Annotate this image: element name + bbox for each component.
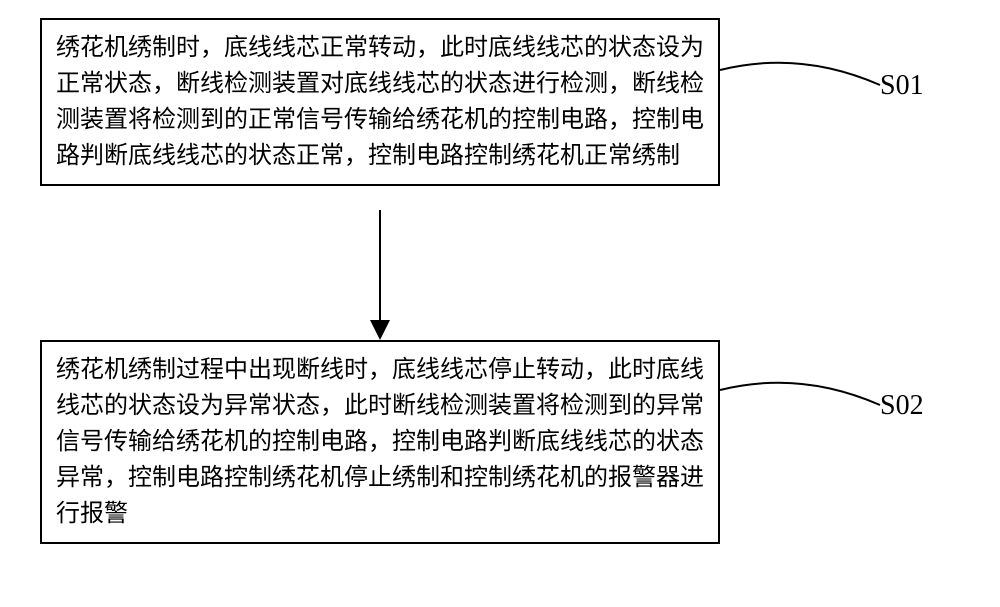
flow-arrow-head — [370, 320, 390, 340]
flow-box-s01-text: 绣花机绣制时，底线线芯正常转动，此时底线线芯的状态设为正常状态，断线检测装置对底… — [56, 30, 704, 174]
step-label-s01: S01 — [880, 70, 924, 102]
step-label-s02: S02 — [880, 390, 924, 422]
label-connector-s01 — [720, 63, 880, 85]
flowchart-container: 绣花机绣制时，底线线芯正常转动，此时底线线芯的状态设为正常状态，断线检测装置对底… — [0, 0, 1000, 607]
flow-box-s02: 绣花机绣制过程中出现断线时，底线线芯停止转动，此时底线线芯的状态设为异常状态，此… — [40, 340, 720, 544]
flow-box-s01: 绣花机绣制时，底线线芯正常转动，此时底线线芯的状态设为正常状态，断线检测装置对底… — [40, 18, 720, 186]
flow-box-s02-text: 绣花机绣制过程中出现断线时，底线线芯停止转动，此时底线线芯的状态设为异常状态，此… — [56, 352, 704, 532]
label-connector-s02 — [720, 383, 880, 405]
